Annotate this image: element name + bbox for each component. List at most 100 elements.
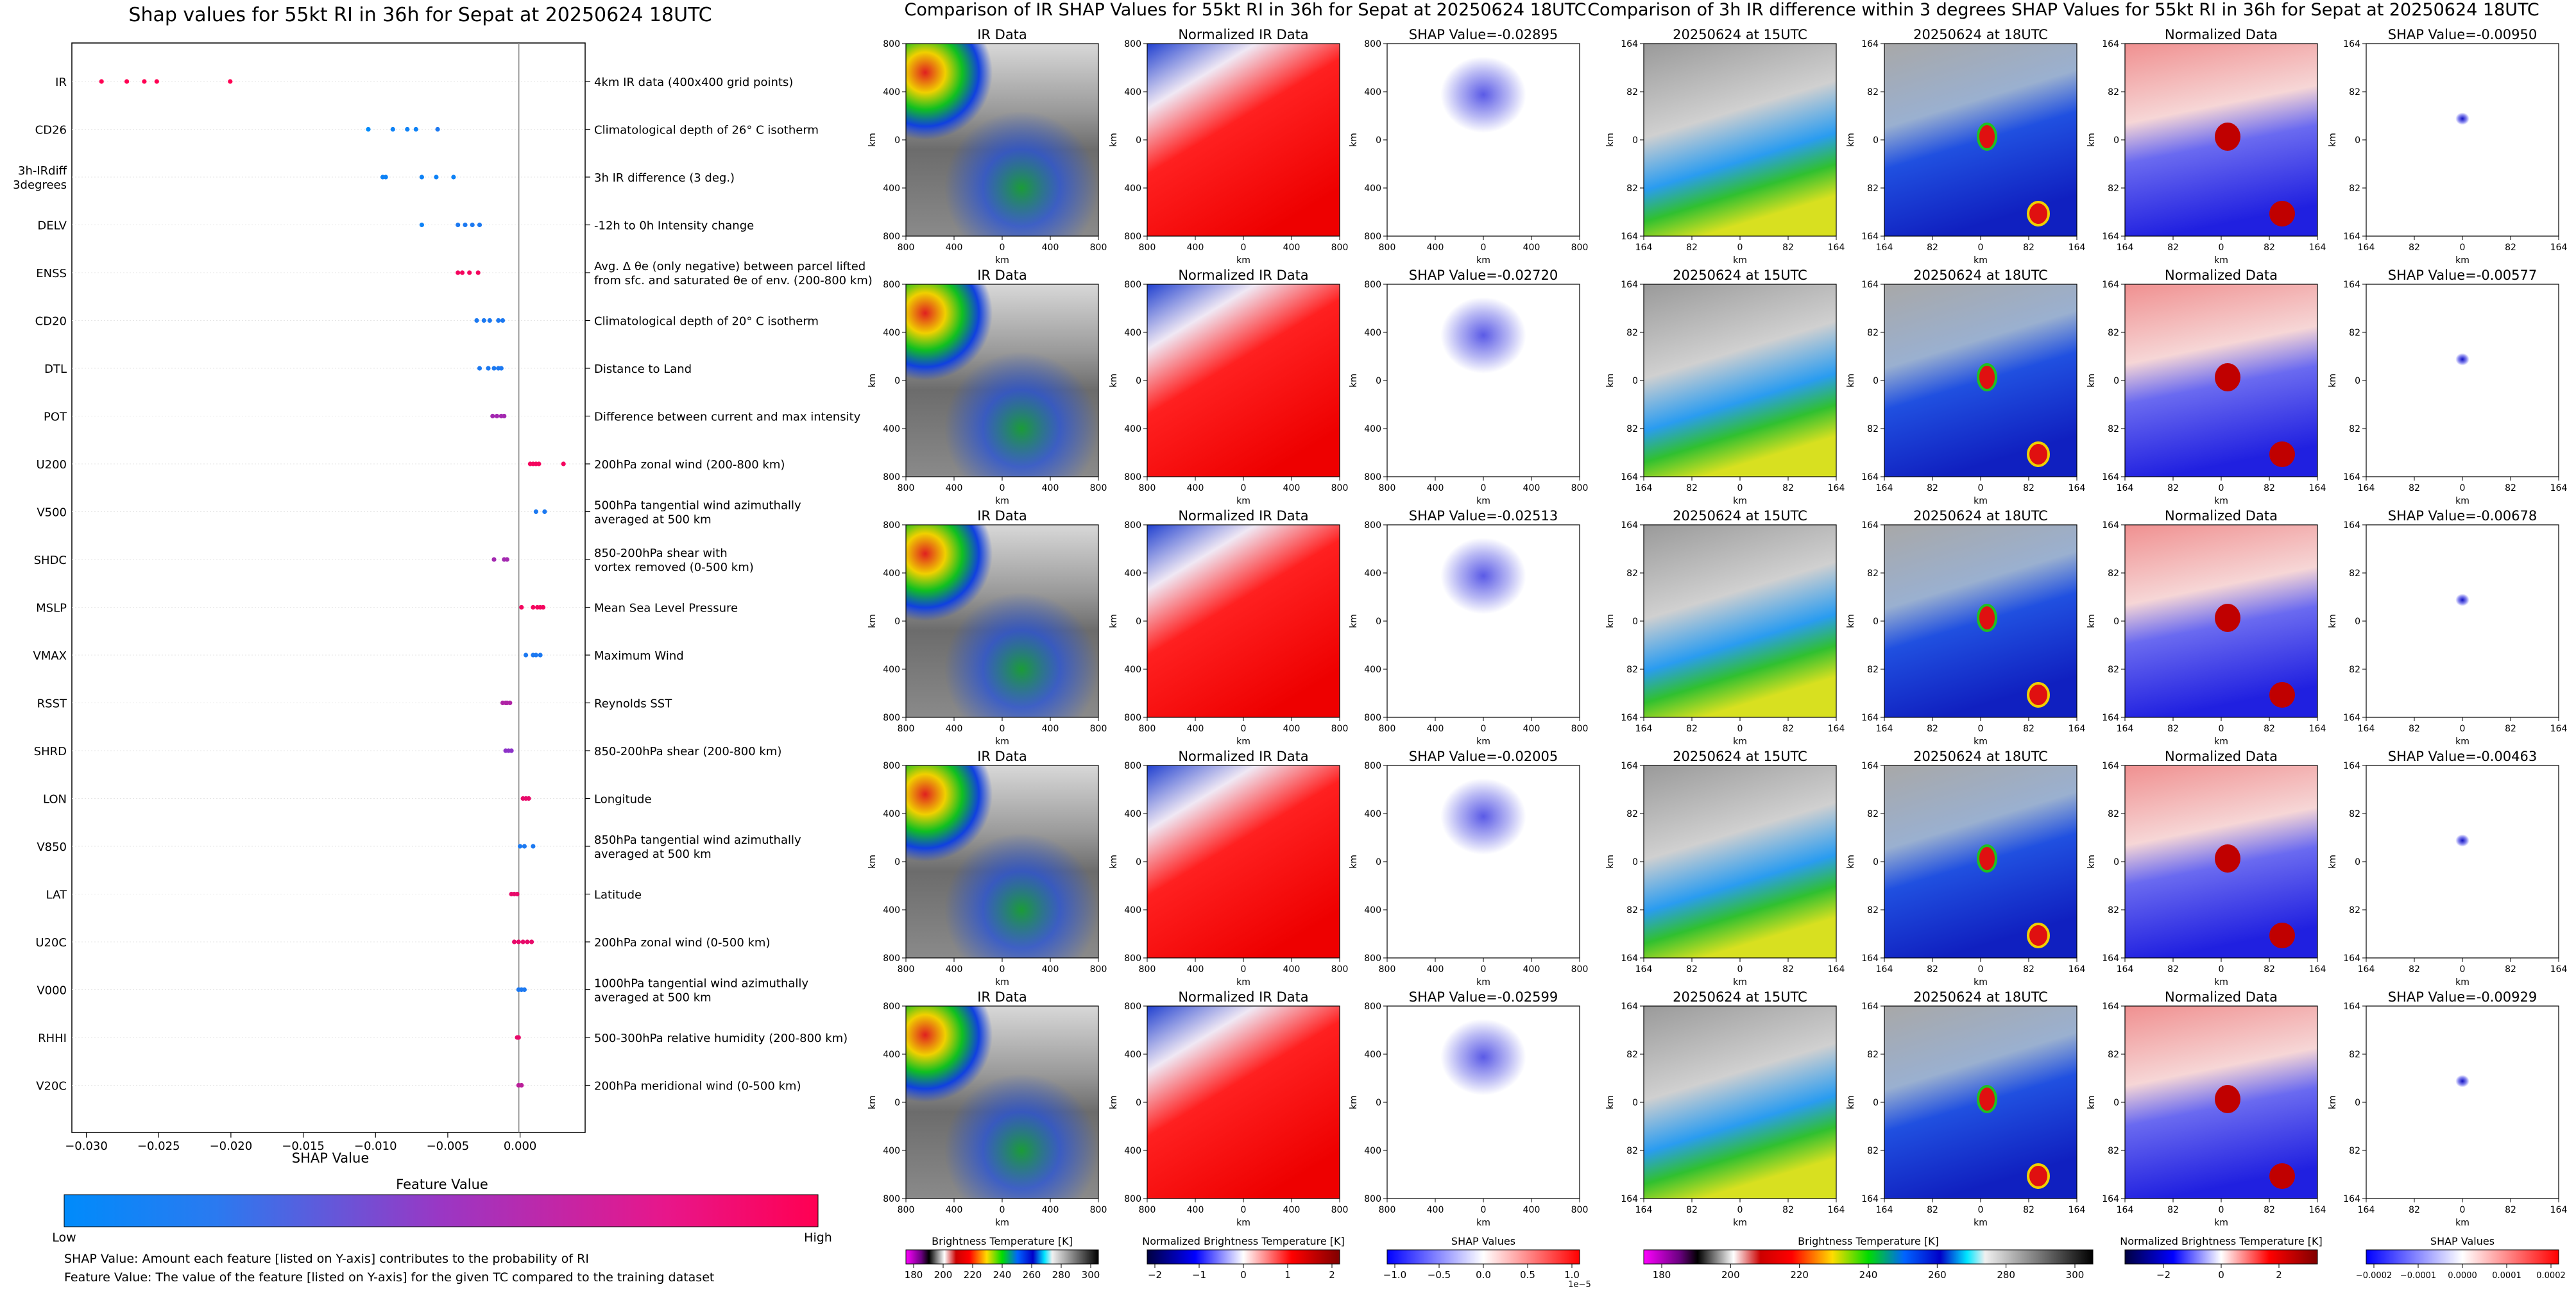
x-tick-label: 0 [1481, 483, 1487, 493]
image-panel: 20250624 at 18UTC1641648282008282164164k… [1846, 749, 2085, 987]
y-tick-label: 82 [2349, 1050, 2360, 1060]
colorbar-tick-label: 280 [1052, 1269, 1071, 1281]
colorbar-tick-label: 200 [934, 1269, 953, 1281]
colorbar-tick-label: 240 [993, 1269, 1012, 1281]
x-tick-label: 164 [1635, 724, 1653, 734]
x-tick-label: 800 [1331, 243, 1349, 253]
y-tick-label: 0 [894, 1098, 900, 1108]
y-tick-label: 0 [2113, 1098, 2119, 1108]
x-axis-label: km [2214, 255, 2228, 266]
x-tick-label: 400 [1187, 724, 1204, 734]
low-label: Low [52, 1231, 76, 1245]
x-tick-label: 0 [1000, 1205, 1005, 1215]
panel-title: 20250624 at 15UTC [1673, 989, 1807, 1005]
x-tick-label: 400 [946, 483, 963, 493]
image-panel: SHAP Value=-0.02599800800400400004004008… [1349, 989, 1588, 1228]
x-tick-label: 800 [1331, 724, 1349, 734]
colorbar-tick-label: 220 [964, 1269, 982, 1281]
shap-points [99, 79, 566, 1088]
x-tick-label: 164 [2358, 964, 2375, 975]
shap-point [524, 653, 529, 658]
y-tick-label: 82 [1867, 1050, 1879, 1060]
colorbar-label: Brightness Temperature [K] [932, 1235, 1073, 1247]
y-tick-label: 82 [1867, 424, 1879, 434]
y-tick-label: 82 [1626, 665, 1638, 675]
x-tick-label: 164 [2068, 483, 2086, 493]
shap-point [477, 366, 482, 371]
x-tick-label: 164 [2550, 964, 2568, 975]
y-tick-label: 0 [1376, 617, 1381, 627]
x-tick-label: 164 [1828, 483, 1845, 493]
x-tick-label: 800 [1090, 724, 1107, 734]
shap-point [533, 509, 539, 515]
feature-description: Climatological depth of 26° C isotherm [594, 124, 819, 137]
x-tick-label: 400 [1042, 964, 1059, 975]
shap-point [522, 844, 527, 849]
feature-label: V20C [36, 1080, 67, 1093]
feature-label: RHHI [38, 1032, 67, 1045]
x-tick-label: 164 [1828, 243, 1845, 253]
x-tick-label: 0 [1737, 964, 1743, 975]
mid-title: Comparison of IR SHAP Values for 55kt RI… [904, 0, 1586, 20]
y-axis-label: km [867, 614, 878, 628]
x-tick-label: 800 [1090, 1205, 1107, 1215]
shap-plot-frame [71, 42, 586, 1133]
y-tick-label: 800 [1124, 232, 1141, 242]
feature-description: 850-200hPa shear (200-800 km) [594, 745, 781, 758]
x-tick-label: 82 [2505, 964, 2516, 975]
panel-title: Normalized Data [2165, 268, 2278, 283]
y-axis-label: km [1846, 614, 1856, 628]
x-axis-label: km [2214, 496, 2228, 506]
x-tick-label: 800 [1139, 483, 1156, 493]
shap-point [518, 844, 523, 849]
y-tick-label: 164 [2343, 520, 2360, 531]
left-title: Shap values for 55kt RI in 36h for Sepat… [128, 4, 712, 26]
colorbar-tick-label: −1.0 [1383, 1269, 1406, 1281]
x-axis-label: km [1236, 255, 1250, 266]
y-tick-label: 400 [1124, 87, 1141, 98]
panel-overlay [1977, 844, 1997, 873]
shap-point [531, 844, 536, 849]
x-tick-label: 400 [1187, 964, 1204, 975]
y-tick-label: 82 [2108, 184, 2119, 194]
shap-point [519, 604, 524, 610]
y-tick-label: 400 [883, 184, 900, 194]
y-tick-label: 800 [1124, 761, 1141, 771]
shap-point [463, 222, 468, 228]
x-tick-label: 82 [2023, 243, 2034, 253]
x-tick-label: 164 [1635, 243, 1653, 253]
shap-point [516, 1035, 521, 1040]
x-tick-label: 164 [2309, 483, 2326, 493]
x-tick-label: 400 [1427, 964, 1444, 975]
shap-point [456, 222, 461, 228]
shap-row-guides [72, 81, 585, 1086]
feature-value-title: Feature Value [396, 1177, 488, 1192]
shap-point [486, 366, 491, 371]
feature-label: V850 [37, 841, 67, 854]
x-tick-label: 164 [1635, 1205, 1653, 1215]
x-tick-label: 800 [1571, 243, 1589, 253]
shap-point [490, 413, 495, 419]
x-tick-label: 164 [2550, 724, 2568, 734]
y-tick-label: 82 [1867, 184, 1879, 194]
panel-title: SHAP Value=-0.00929 [2388, 989, 2538, 1005]
y-axis-label: km [867, 133, 878, 147]
panel-title: 20250624 at 18UTC [1913, 989, 2048, 1005]
panel-overlay [906, 525, 1098, 717]
x-tick-label: 0 [1481, 724, 1487, 734]
image-panel: 20250624 at 15UTC1641648282008282164164k… [1605, 749, 1845, 987]
y-tick-label: 400 [1124, 1050, 1141, 1060]
x-tick-label: 82 [2264, 964, 2275, 975]
colorbar-strip [1643, 1249, 2094, 1265]
x-tick-label: 800 [898, 1205, 915, 1215]
y-tick-label: 82 [1626, 87, 1638, 98]
colorbar: SHAP Values −1.0 −0.5 0.0 0.5 1.01e−5 [1383, 1235, 1591, 1289]
x-tick-label: 800 [1331, 964, 1349, 975]
panel-overlay [906, 44, 1098, 236]
shap-point [413, 126, 418, 132]
x-axis-label: km [2455, 255, 2469, 266]
shap-point [154, 79, 159, 84]
x-tick-label: 82 [1782, 483, 1794, 493]
y-axis-label: km [2328, 855, 2338, 869]
x-tick-label: 82 [2264, 483, 2275, 493]
